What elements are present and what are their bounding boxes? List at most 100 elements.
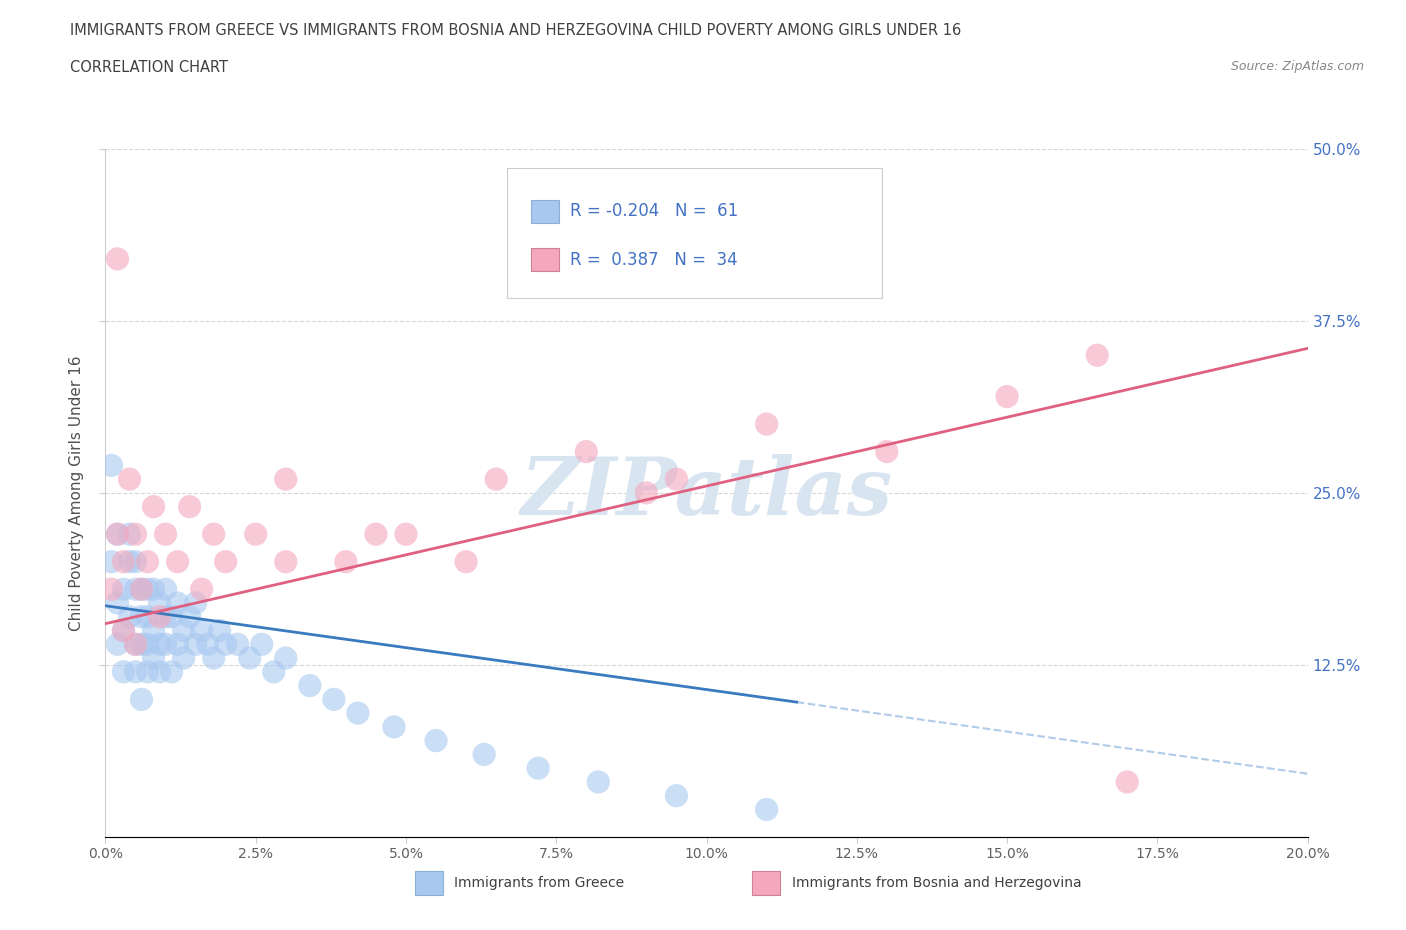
- Point: [112, 582, 135, 597]
- Point: [239, 651, 262, 666]
- Point: [124, 637, 146, 652]
- Text: IMMIGRANTS FROM GREECE VS IMMIGRANTS FROM BOSNIA AND HERZEGOVINA CHILD POVERTY A: IMMIGRANTS FROM GREECE VS IMMIGRANTS FRO…: [70, 23, 962, 38]
- Point: [166, 595, 188, 610]
- Point: [179, 609, 201, 624]
- Point: [527, 761, 550, 776]
- Point: [124, 637, 146, 652]
- Point: [107, 595, 129, 610]
- Point: [100, 582, 122, 597]
- Point: [124, 582, 146, 597]
- Point: [136, 637, 159, 652]
- Point: [190, 623, 212, 638]
- Point: [155, 637, 177, 652]
- Text: R = -0.204   N =  61: R = -0.204 N = 61: [571, 203, 738, 220]
- Point: [472, 747, 495, 762]
- Point: [485, 472, 508, 486]
- Point: [665, 789, 688, 804]
- Point: [347, 706, 370, 721]
- Text: R =  0.387   N =  34: R = 0.387 N = 34: [571, 250, 738, 269]
- Point: [755, 802, 778, 817]
- Point: [142, 499, 165, 514]
- Point: [179, 499, 201, 514]
- Point: [112, 623, 135, 638]
- Point: [118, 609, 141, 624]
- Text: Immigrants from Greece: Immigrants from Greece: [454, 876, 624, 890]
- Point: [100, 554, 122, 569]
- Text: CORRELATION CHART: CORRELATION CHART: [70, 60, 228, 75]
- Point: [214, 637, 236, 652]
- Point: [107, 526, 129, 541]
- Point: [166, 554, 188, 569]
- Point: [173, 623, 195, 638]
- Point: [876, 445, 898, 459]
- Point: [107, 637, 129, 652]
- Point: [173, 651, 195, 666]
- Point: [274, 472, 297, 486]
- Point: [155, 582, 177, 597]
- Point: [148, 637, 170, 652]
- Point: [636, 485, 658, 500]
- Point: [208, 623, 231, 638]
- Point: [665, 472, 688, 486]
- Point: [335, 554, 357, 569]
- Point: [197, 637, 219, 652]
- Point: [395, 526, 418, 541]
- Point: [155, 526, 177, 541]
- Point: [148, 609, 170, 624]
- Point: [184, 595, 207, 610]
- Point: [263, 664, 285, 679]
- Point: [131, 637, 153, 652]
- Point: [131, 609, 153, 624]
- Point: [136, 554, 159, 569]
- Point: [160, 664, 183, 679]
- Point: [274, 554, 297, 569]
- Point: [131, 582, 153, 597]
- Point: [1085, 348, 1108, 363]
- Point: [124, 664, 146, 679]
- Point: [184, 637, 207, 652]
- Point: [274, 651, 297, 666]
- Point: [588, 775, 610, 790]
- Point: [245, 526, 267, 541]
- Point: [202, 651, 225, 666]
- Point: [107, 526, 129, 541]
- Point: [107, 251, 129, 266]
- Point: [298, 678, 321, 693]
- Point: [382, 720, 405, 735]
- Point: [100, 458, 122, 472]
- Point: [142, 582, 165, 597]
- Point: [214, 554, 236, 569]
- Point: [250, 637, 273, 652]
- Point: [575, 445, 598, 459]
- Point: [136, 664, 159, 679]
- Point: [755, 417, 778, 432]
- Y-axis label: Child Poverty Among Girls Under 16: Child Poverty Among Girls Under 16: [69, 355, 84, 631]
- Point: [118, 526, 141, 541]
- Point: [202, 526, 225, 541]
- Point: [136, 582, 159, 597]
- Point: [131, 692, 153, 707]
- Point: [166, 637, 188, 652]
- Point: [118, 472, 141, 486]
- Point: [425, 733, 447, 748]
- Point: [148, 595, 170, 610]
- Point: [112, 554, 135, 569]
- Point: [124, 554, 146, 569]
- Text: ZIPatlas: ZIPatlas: [520, 454, 893, 532]
- Text: Immigrants from Bosnia and Herzegovina: Immigrants from Bosnia and Herzegovina: [792, 876, 1081, 890]
- Point: [136, 609, 159, 624]
- Point: [364, 526, 387, 541]
- Point: [190, 582, 212, 597]
- Point: [322, 692, 344, 707]
- Point: [226, 637, 249, 652]
- Point: [148, 664, 170, 679]
- Text: Source: ZipAtlas.com: Source: ZipAtlas.com: [1230, 60, 1364, 73]
- Point: [142, 651, 165, 666]
- Point: [124, 526, 146, 541]
- Point: [118, 554, 141, 569]
- Point: [142, 623, 165, 638]
- Point: [112, 664, 135, 679]
- Point: [160, 609, 183, 624]
- Point: [112, 623, 135, 638]
- Point: [155, 609, 177, 624]
